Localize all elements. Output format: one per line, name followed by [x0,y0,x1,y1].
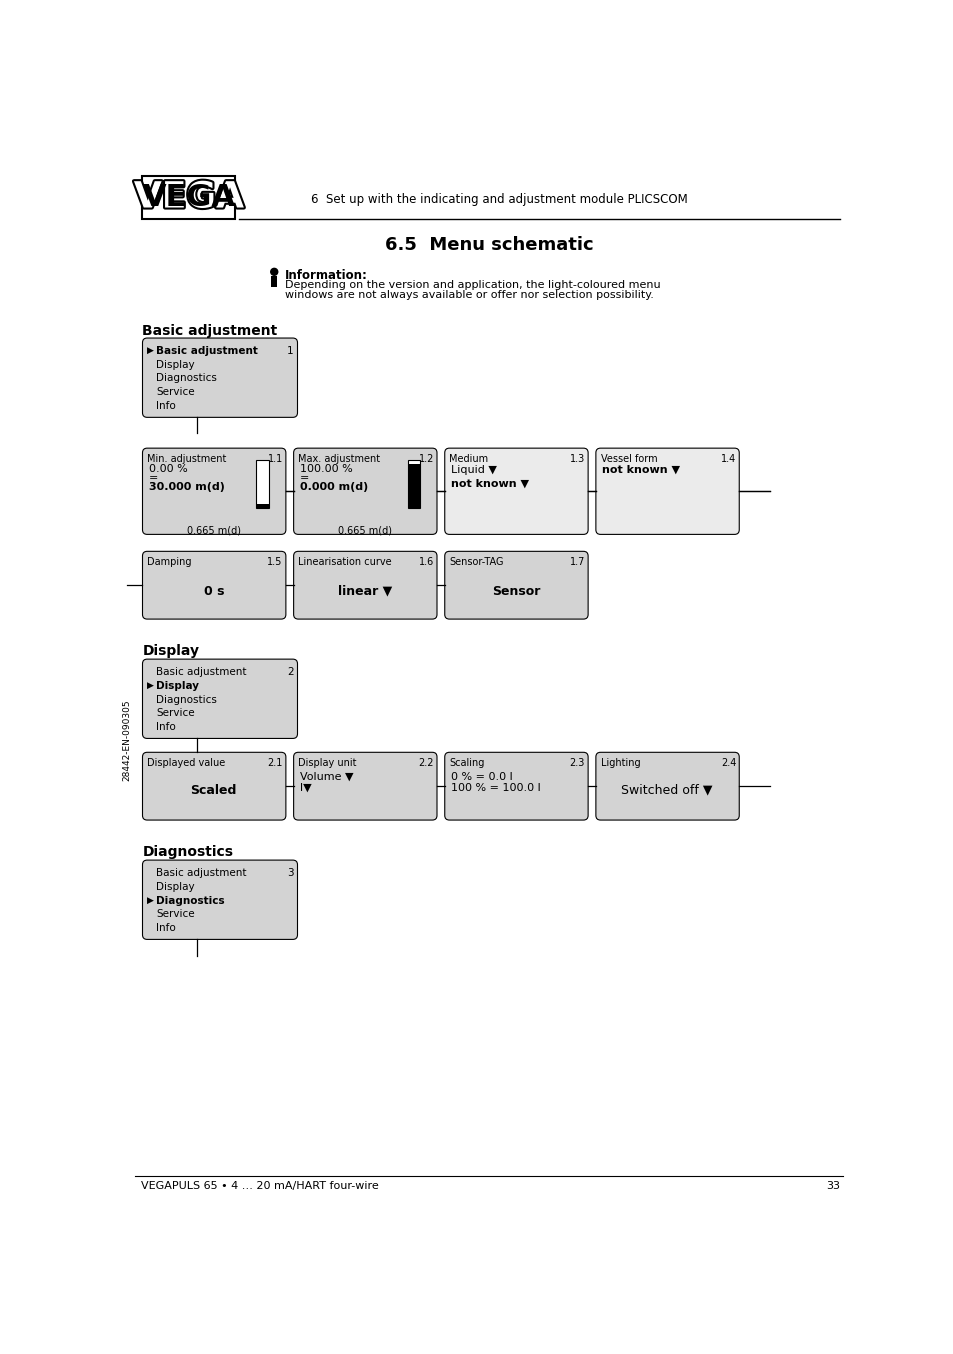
Text: 33: 33 [825,1181,840,1192]
Circle shape [271,268,277,275]
FancyBboxPatch shape [444,551,587,619]
Text: not known ▼: not known ▼ [601,464,679,475]
FancyBboxPatch shape [444,448,587,535]
Text: 1.3: 1.3 [569,454,584,463]
Text: ▶: ▶ [147,895,153,904]
Text: Info: Info [156,401,176,412]
Text: Service: Service [156,910,194,919]
Text: 2.1: 2.1 [267,758,282,768]
Text: 0 % = 0.0 l: 0 % = 0.0 l [451,772,512,781]
Text: Info: Info [156,923,176,933]
FancyBboxPatch shape [142,448,286,535]
Bar [142,176,235,219]
Text: Sensor-TAG: Sensor-TAG [449,556,503,567]
FancyBboxPatch shape [596,448,739,535]
Text: Damping: Damping [147,556,192,567]
Text: Liquid ▼: Liquid ▼ [451,464,497,475]
Text: Basic adjustment: Basic adjustment [156,868,247,877]
Text: Info: Info [156,722,176,733]
Bar [407,464,419,508]
Text: VEGAPULS 65 • 4 … 20 mA/HART four-wire: VEGAPULS 65 • 4 … 20 mA/HART four-wire [141,1181,378,1192]
Text: VEGA: VEGA [133,180,244,214]
FancyBboxPatch shape [142,860,297,940]
Text: 1.4: 1.4 [720,454,736,463]
Text: Basic adjustment: Basic adjustment [156,345,258,356]
FancyBboxPatch shape [142,659,297,738]
Text: Sensor: Sensor [492,585,539,598]
Text: Service: Service [156,708,194,719]
Text: Display: Display [156,360,194,370]
Bar [271,276,277,287]
Text: 2.2: 2.2 [418,758,434,768]
Text: 0.000 m(d): 0.000 m(d) [299,482,368,492]
Text: Basic adjustment: Basic adjustment [156,666,247,677]
Text: 2.4: 2.4 [720,758,736,768]
Text: Scaled: Scaled [191,784,236,796]
Text: Diagnostics: Diagnostics [156,374,217,383]
Text: 0.665 m(d): 0.665 m(d) [187,525,240,535]
Text: 1.2: 1.2 [418,454,434,463]
Text: 30.000 m(d): 30.000 m(d) [149,482,224,492]
Text: Display: Display [142,643,199,658]
Text: 3: 3 [287,868,294,877]
Text: 2: 2 [287,666,294,677]
Text: =: = [299,474,309,483]
Text: Lighting: Lighting [599,758,639,768]
Text: Service: Service [156,387,194,397]
Text: 100.00 %: 100.00 % [299,463,353,474]
Text: Volume ▼: Volume ▼ [299,772,353,781]
Text: Displayed value: Displayed value [147,758,225,768]
Text: Max. adjustment: Max. adjustment [298,454,380,463]
Text: 28442-EN-090305: 28442-EN-090305 [122,699,132,781]
Text: Display: Display [156,881,194,892]
Text: 0 s: 0 s [203,585,224,598]
Text: Diagnostics: Diagnostics [142,845,233,860]
FancyBboxPatch shape [444,753,587,821]
Text: Linearisation curve: Linearisation curve [298,556,392,567]
FancyBboxPatch shape [142,753,286,821]
Text: 1.5: 1.5 [267,556,282,567]
Text: 0.00 %: 0.00 % [149,463,187,474]
FancyBboxPatch shape [596,753,739,821]
Text: 1.1: 1.1 [267,454,282,463]
Text: Vessel form: Vessel form [599,454,657,463]
Text: 0.665 m(d): 0.665 m(d) [337,525,392,535]
FancyBboxPatch shape [294,551,436,619]
Text: =: = [149,474,158,483]
FancyBboxPatch shape [142,338,297,417]
Text: Scaling: Scaling [449,758,484,768]
Bar [407,460,419,508]
Text: 6  Set up with the indicating and adjustment module PLICSCOM: 6 Set up with the indicating and adjustm… [311,192,687,206]
FancyBboxPatch shape [294,753,436,821]
Text: not known ▼: not known ▼ [451,479,528,489]
Text: windows are not always available or offer nor selection possibility.: windows are not always available or offe… [285,290,654,299]
Text: 1.6: 1.6 [418,556,434,567]
Text: 1: 1 [287,345,294,356]
Text: 1.7: 1.7 [569,556,584,567]
Text: Min. adjustment: Min. adjustment [147,454,226,463]
Text: Medium: Medium [449,454,488,463]
Text: linear ▼: linear ▼ [337,585,392,598]
Text: 6.5  Menu schematic: 6.5 Menu schematic [384,236,593,253]
Text: 2.3: 2.3 [569,758,584,768]
Text: ▶: ▶ [147,681,153,689]
Text: ▶: ▶ [147,345,153,355]
Text: Information:: Information: [285,268,368,282]
Text: Switched off ▼: Switched off ▼ [620,784,712,796]
Text: Depending on the version and application, the light-coloured menu: Depending on the version and application… [285,279,660,290]
Text: 100 % = 100.0 l: 100 % = 100.0 l [451,783,540,793]
Text: Basic adjustment: Basic adjustment [142,324,277,338]
Text: Display: Display [156,681,199,691]
Text: VEGA: VEGA [142,183,235,213]
Text: Diagnostics: Diagnostics [156,695,217,704]
Text: Display unit: Display unit [298,758,356,768]
Bar [256,460,269,508]
Text: Diagnostics: Diagnostics [156,895,225,906]
FancyBboxPatch shape [142,551,286,619]
Text: l▼: l▼ [299,783,311,793]
Bar [256,505,269,508]
FancyBboxPatch shape [294,448,436,535]
